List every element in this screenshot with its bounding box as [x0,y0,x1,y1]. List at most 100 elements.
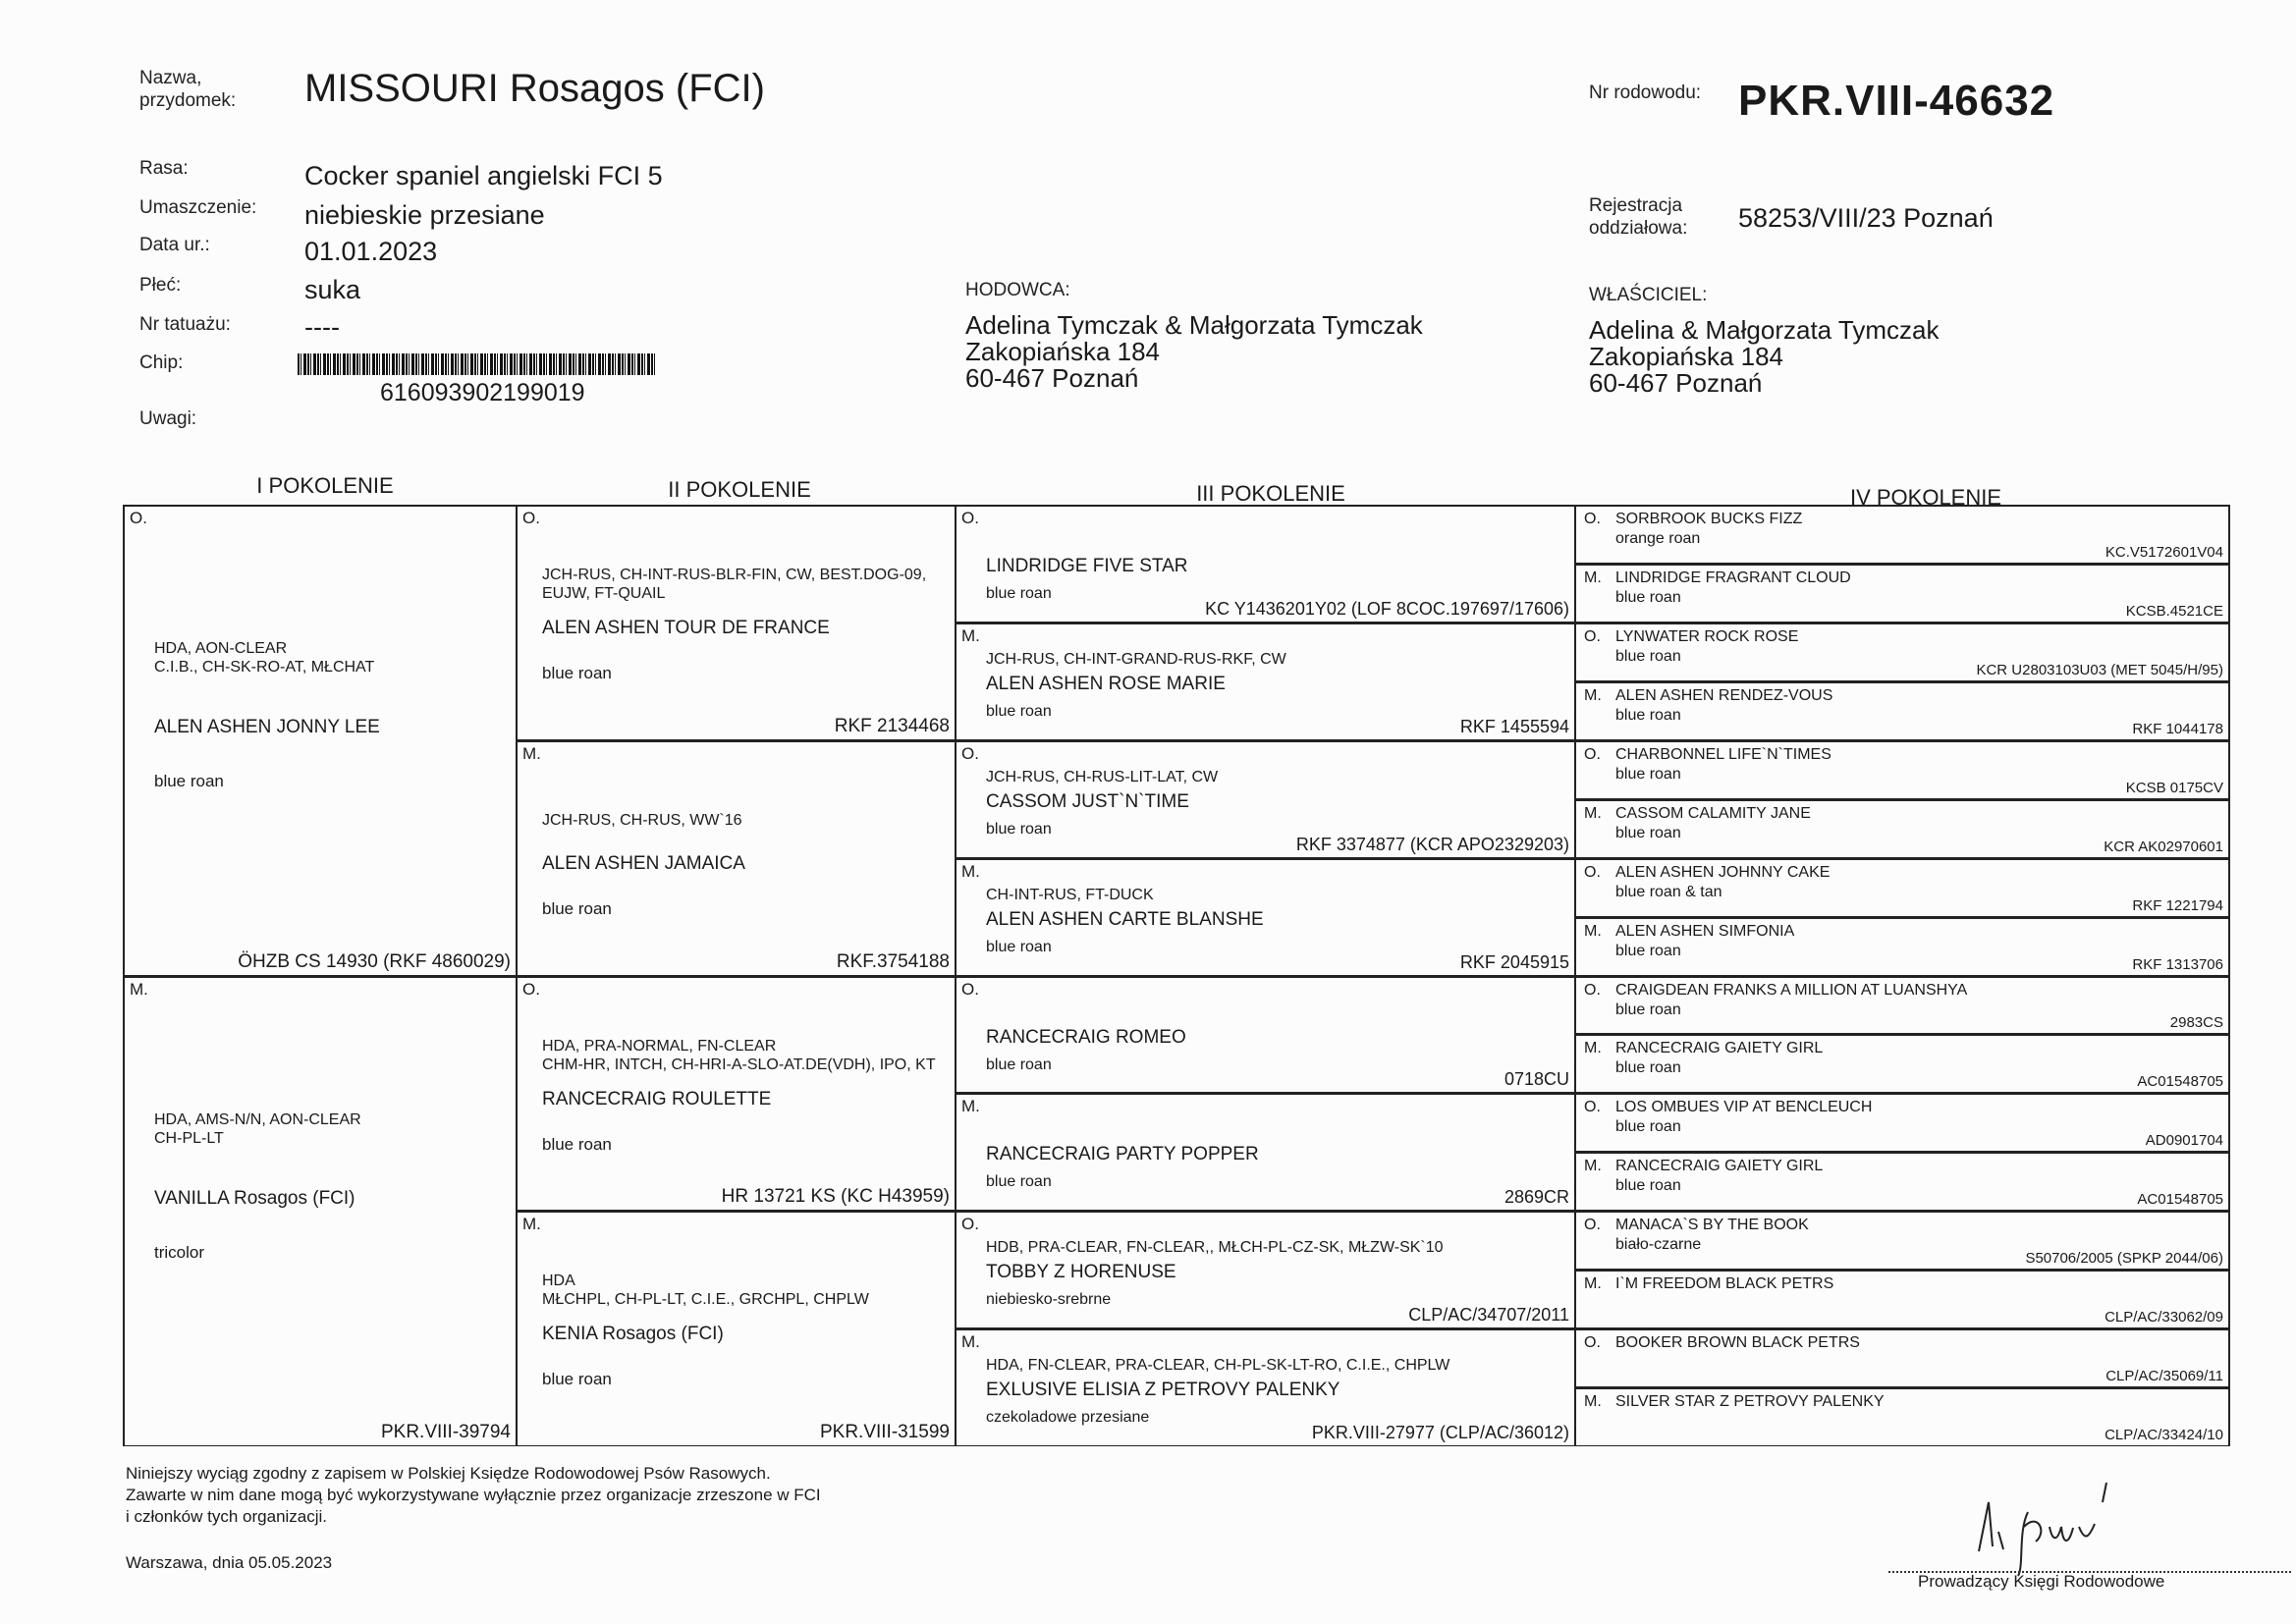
registration-number: RKF 2045915 [1459,951,1569,972]
dam-cell: M. RANCECRAIG GAIETY GIRL blue roan AC01548… [1576,1152,2228,1212]
sire-cell: O. RANCECRAIG ROMEO blue roan 0718CU [957,975,1574,1094]
dog-color: blue roan [986,702,1052,720]
breeder-city: 60-467 Poznań [965,363,1139,393]
breeder-street: Zakopiańska 184 [965,337,1161,366]
parent-marker: O. [1584,1099,1601,1116]
legal-notice-line: Zawarte w nim dane mogą być wykorzystywa… [126,1486,821,1504]
generation-header-3: III POKOLENIE [1196,481,1345,506]
title-line: HDB, PRA-CLEAR, FN-CLEAR,, MŁCH-PL-CZ-SK… [986,1239,1444,1257]
dam-cell: M. I`M FREEDOM BLACK PETRS CLP/AC/33062/09 [1576,1270,2228,1329]
dog-name: LYNWATER ROCK ROSE [1615,627,1799,645]
dog-color: blue roan [1615,765,1681,783]
title-line: CHM-HR, INTCH, CH-HRI-A-SLO-AT.DE(VDH), … [542,1056,936,1073]
dog-name: I`M FREEDOM BLACK PETRS [1615,1275,1834,1293]
dam-cell: M. SILVER STAR Z PETROVY PALENKY CLP/AC/33… [1576,1387,2228,1446]
dog-name: CASSOM CALAMITY JANE [1615,804,1811,822]
parent-marker: M. [130,979,148,999]
sire-cell: O. SORBROOK BUCKS FIZZ orange roan KC.V5172… [1576,505,2228,564]
dog-color: blue roan [542,1370,612,1389]
title-line: JCH-RUS, CH-RUS-LIT-LAT, CW [986,768,1219,785]
dog-color: blue roan [986,820,1052,838]
registration-number: KC Y1436201Y02 (LOF 8COC.197697/17606) [1205,598,1569,619]
registration-number: AD0901704 [2145,1132,2223,1150]
registration-number: AC01548705 [2137,1191,2223,1209]
dog-color: blue roan [1615,647,1681,665]
field-value-tattoo: ---- [304,312,340,342]
dam-cell: M. JCH-RUS, CH-RUS, WW`16 ALEN ASHEN JAMAI… [518,739,955,976]
registration-value: 58253/VIII/23 Poznań [1738,203,1994,233]
dog-name: BOOKER BROWN BLACK PETRS [1615,1334,1860,1352]
legal-notice: Niniejszy wyciąg zgodny z zapisem w Pols… [126,1463,821,1528]
dog-color: blue roan [1615,1118,1681,1136]
sire-cell: O. LYNWATER ROCK ROSE blue roan KCR U280310… [1576,622,2228,681]
title-line: JCH-RUS, CH-INT-GRAND-RUS-RKF, CW [986,650,1286,668]
registration-label: Rejestracja oddziałowa: [1589,195,1688,239]
parent-marker: O. [1584,863,1601,881]
registration-number: RKF 1455594 [1459,716,1569,736]
dog-color: blue roan [1615,1059,1681,1077]
registration-number: RKF.3754188 [836,950,950,972]
titles: HDA, AMS-N/N, AON-CLEAR CH-PL-LT [154,1110,361,1148]
dog-name: RANCECRAIG PARTY POPPER [986,1144,1259,1165]
field-label-tattoo: Nr tatuażu: [139,314,231,335]
parent-marker: M. [961,625,980,645]
registration-number: PKR.VIII-27977 (CLP/AC/36012) [1311,1423,1569,1442]
sire-cell: O. LOS OMBUES VIP AT BENCLEUCH blue roan AD… [1576,1093,2228,1153]
dog-color: blue roan [1615,706,1681,724]
title-line: CH-PL-LT [154,1129,224,1147]
dog-color: blue roan [1615,1001,1681,1018]
dog-name: LOS OMBUES VIP AT BENCLEUCH [1615,1099,1873,1116]
sire-cell: O. BOOKER BROWN BLACK PETRS CLP/AC/35069/1… [1576,1328,2228,1388]
parent-marker: M. [961,1097,980,1116]
chip-barcode [298,353,656,375]
titles: JCH-RUS, CH-RUS-LIT-LAT, CW [986,768,1218,786]
dog-name: SILVER STAR Z PETROVY PALENKY [1615,1393,1885,1411]
signature [1978,1482,2107,1577]
registration-number: KCSB 0175CV [2125,779,2223,796]
legal-notice-line: Niniejszy wyciąg zgodny z zapisem w Pols… [126,1464,771,1483]
registration-number: CLP/AC/33062/09 [2105,1309,2223,1326]
sire-cell: O. HDA, AON-CLEAR C.I.B., CH-SK-RO-AT, MŁC… [125,505,516,976]
dog-color: blue roan [1615,588,1681,606]
registration-number: KCR AK02970601 [2104,838,2223,855]
field-value-sex: suka [304,275,361,304]
dam-cell: M. JCH-RUS, CH-INT-GRAND-RUS-RKF, CW ALEN … [957,622,1574,740]
signature-line [1888,1571,2291,1573]
dog-name: LINDRIDGE FRAGRANT CLOUD [1615,568,1851,586]
breeder-label: HODOWCA: [965,280,1070,300]
dam-cell: M. ALEN ASHEN SIMFONIA blue roan RKF 131370… [1576,916,2228,976]
owner-name: Adelina & Małgorzata Tymczak [1589,315,1940,345]
dog-name: ALEN ASHEN JAMAICA [542,852,745,874]
dam-cell: M. ALEN ASHEN RENDEZ-VOUS blue roan RKF 104… [1576,680,2228,740]
field-value-color: niebieskie przesiane [304,200,545,230]
legal-notice-line: i członków tych organizacji. [126,1507,328,1526]
dam-cell: M. RANCECRAIG GAIETY GIRL blue roan AC01548… [1576,1034,2228,1094]
registration-number: CLP/AC/35069/11 [2105,1368,2223,1385]
pedigree-number: PKR.VIII-46632 [1738,77,2055,125]
generation-header-1: I POKOLENIE [256,473,394,498]
sire-cell: O. MANACA`S BY THE BOOK biało-czarne S50706… [1576,1211,2228,1271]
parent-marker: O. [961,743,979,763]
parent-marker: M. [1584,568,1602,586]
title-line: HDA, AON-CLEAR [154,640,288,657]
parent-marker: O. [1584,511,1601,527]
dam-cell: M. HDA MŁCHPL, CH-PL-LT, C.I.E., GRCHPL, C… [518,1211,955,1446]
registration-number: 0718CU [1503,1069,1569,1090]
field-label-color: Umaszczenie: [139,197,257,218]
title-line: JCH-RUS, CH-INT-RUS-BLR-FIN, CW, BEST.DO… [542,567,927,583]
breeder-address: Adelina Tymczak & Małgorzata Tymczak Zak… [965,312,1423,392]
dog-color: blue roan [1615,824,1681,841]
title-line: HDA, AMS-N/N, AON-CLEAR [154,1110,361,1128]
registration-number: HR 13721 KS (KC H43959) [721,1186,950,1208]
dog-color: blue roan [542,898,612,918]
registration-number: RKF 1044178 [2132,720,2223,737]
dog-name: ALEN ASHEN JONNY LEE [154,717,380,737]
parent-marker: M. [1584,804,1602,822]
dog-name: RANCECRAIG GAIETY GIRL [1615,1158,1824,1175]
dog-color: czekoladowe przesiane [986,1409,1150,1427]
dog-color: tricolor [154,1242,205,1262]
dog-name: SORBROOK BUCKS FIZZ [1615,511,1803,527]
dog-color: blue roan [986,585,1052,602]
registration-number: 2983CS [2169,1014,2223,1032]
breeder-name: Adelina Tymczak & Małgorzata Tymczak [965,310,1423,340]
